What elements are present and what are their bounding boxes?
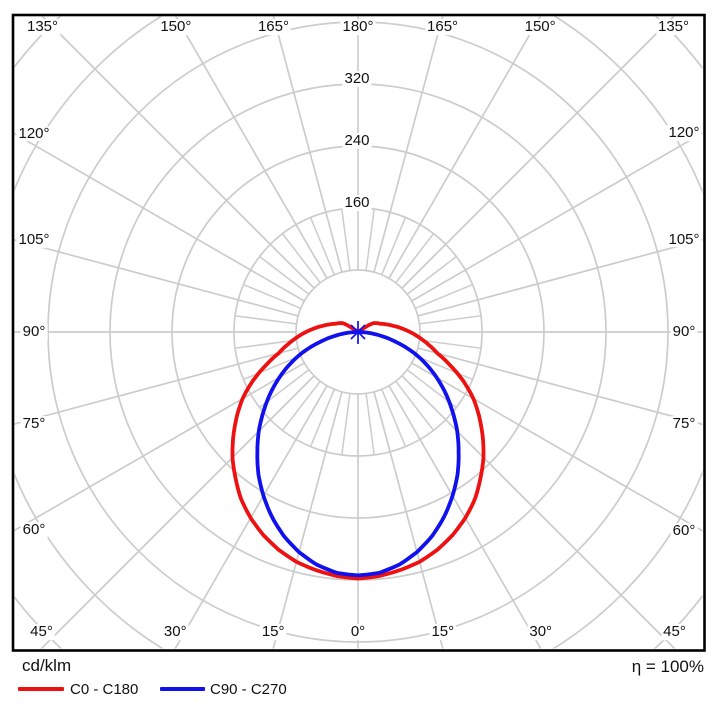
grid-spoke-minor [414,355,473,381]
angle-label-30-right: 30° [527,623,555,641]
angle-label-30-left: 30° [161,623,189,641]
legend-line-c0-c180 [18,687,64,691]
grid-spoke-minor [243,355,302,381]
grid-spoke-minor [341,208,351,271]
radial-label-320: 320 [342,70,372,88]
radial-label-240: 240 [342,132,372,150]
grid-spoke-minor [309,217,335,276]
grid-spoke-major [174,16,328,279]
grid-spoke-major [411,132,703,302]
angle-label-120-right: 120° [666,124,702,142]
angle-label-45-right: 45° [661,623,688,641]
angle-label-135-left: 135° [24,18,61,36]
grid-spoke-minor [419,339,482,349]
angle-label-60-right: 60° [670,522,698,540]
grid-spoke-minor [341,393,351,456]
grid-spoke-minor [406,255,457,295]
grid-spoke-major [174,385,328,649]
angle-label-135-right: 135° [655,18,692,36]
grid-spoke-minor [381,217,407,276]
grid-spoke-major [14,347,299,425]
angle-label-75-right: 75° [670,415,698,433]
grid-spoke-minor [381,388,407,447]
angle-label-105-right: 105° [666,230,702,248]
angle-label-105-left: 105° [16,231,52,249]
angle-label-165-right: 165° [425,18,461,36]
curve-c90-c270 [255,330,461,578]
photometric-curves [230,321,486,581]
angle-label-165-left: 165° [255,18,291,36]
angle-label-90-left: 90° [20,323,48,341]
grid-spoke-minor [234,339,297,349]
legend-label-c90-c270: C90 - C270 [210,681,287,698]
grid-spoke-minor [395,233,435,284]
center-asterisk-marker [350,321,366,344]
grid-spoke-minor [414,283,473,309]
grid-spoke-minor [281,380,321,431]
grid-spoke-minor [281,233,321,284]
chart-frame [11,13,706,652]
angle-label-150-left: 150° [158,18,194,36]
angle-label-90-right: 90° [670,323,698,341]
grid-spoke-major [373,391,444,649]
grid-spoke-major [41,16,315,289]
curve-c0-c180 [230,321,486,581]
grid-spoke-minor [309,388,335,447]
grid-spoke-minor [419,315,482,325]
angle-label-15-left: 15° [259,623,287,641]
grid-spoke-major [272,16,343,273]
grid-spoke-major [272,391,343,649]
angle-label-75-left: 75° [20,415,48,433]
grid-spoke-major [388,16,542,279]
grid-spoke-minor [365,393,375,456]
grid-spoke-major [14,132,305,302]
angle-label-45-left: 45° [28,623,55,641]
grid-spoke-minor [365,208,375,271]
angle-label-150-right: 150° [522,18,558,36]
angle-label-15-right: 15° [429,623,457,641]
units-label: cd/klm [22,656,72,675]
grid-spoke-major [388,385,542,649]
grid-spoke-major [417,238,703,317]
grid-spoke-major [401,16,675,289]
efficiency-value: η = 100% [631,657,704,676]
angle-label-120-left: 120° [16,124,52,142]
legend-label-c0-c180: C0 - C180 [70,681,139,698]
legend-line-c90-c270 [160,687,205,691]
grid-spoke-major [14,239,299,317]
angle-label-0-right: 0° [348,623,368,641]
grid-spoke-major [417,347,703,426]
grid-spoke-minor [395,380,435,431]
grid-spoke-major [373,16,444,273]
angle-label-60-left: 60° [20,521,48,539]
grid-spoke-major [401,375,676,649]
angle-label-180-right: 180° [340,18,376,36]
grid-spoke-minor [259,255,310,295]
grid-spoke-minor [243,283,302,309]
grid-spoke-minor [234,315,297,325]
radial-label-160: 160 [342,194,372,212]
grid-spoke-major [40,375,315,649]
